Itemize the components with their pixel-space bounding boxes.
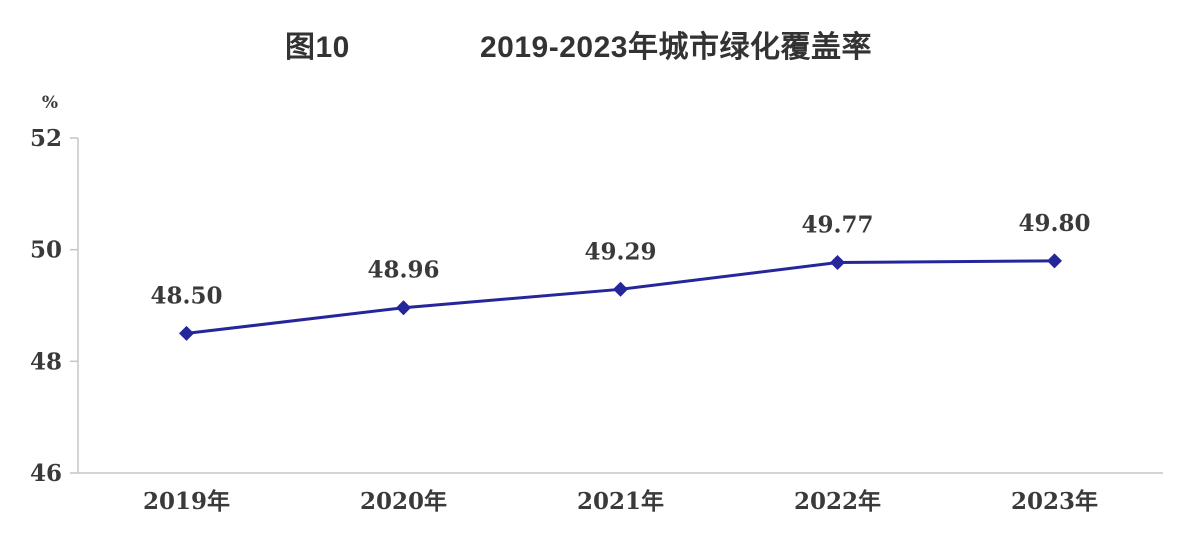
data-point-marker: [830, 255, 845, 271]
y-tick-label: 46: [30, 460, 62, 487]
x-tick-label: 2020年: [360, 488, 447, 515]
data-point-marker: [396, 300, 411, 316]
data-point-label: 49.77: [801, 212, 873, 239]
y-axis-unit-label: %: [42, 93, 58, 113]
data-point-label: 48.96: [367, 257, 439, 284]
data-point-label: 49.80: [1018, 210, 1090, 237]
data-point-marker: [613, 281, 628, 297]
data-point-label: 49.29: [584, 238, 656, 265]
y-tick-label: 48: [30, 348, 62, 375]
figure-number-label: 图10: [285, 31, 350, 64]
x-tick-label: 2021年: [577, 488, 664, 515]
chart-title: 2019-2023年城市绿化覆盖率: [480, 31, 872, 64]
x-tick-label: 2022年: [794, 488, 881, 515]
y-tick-label: 52: [30, 125, 62, 152]
data-point-label: 48.50: [150, 282, 222, 309]
data-point-marker: [1047, 253, 1062, 269]
title-row: 图10 2019-2023年城市绿化覆盖率: [0, 22, 1187, 64]
data-point-marker: [179, 325, 194, 341]
x-tick-label: 2023年: [1011, 488, 1098, 515]
data-series-line: [186, 259, 1055, 335]
y-tick-label: 50: [30, 237, 62, 264]
x-tick-label: 2019年: [143, 488, 230, 515]
